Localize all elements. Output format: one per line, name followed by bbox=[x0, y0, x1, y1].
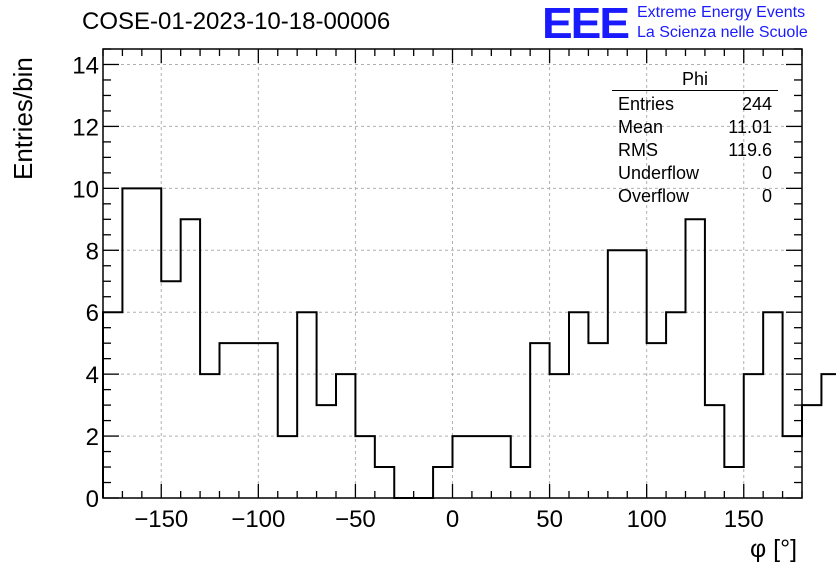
stats-row-entries: Entries 244 bbox=[612, 93, 778, 116]
stats-row-overflow: Overflow 0 bbox=[612, 185, 778, 208]
stats-label: Mean bbox=[618, 117, 664, 137]
x-tick-label: −150 bbox=[134, 506, 188, 533]
x-tick-label: 50 bbox=[536, 506, 563, 533]
stats-label: RMS bbox=[618, 140, 658, 160]
stats-row-underflow: Underflow 0 bbox=[612, 162, 778, 185]
stats-label: Entries bbox=[618, 94, 675, 114]
x-tick-label: 0 bbox=[446, 506, 459, 533]
plot-title: COSE-01-2023-10-18-00006 bbox=[82, 8, 391, 35]
stats-row-rms: RMS 119.6 bbox=[612, 139, 778, 162]
x-axis-label: φ [°] bbox=[750, 535, 798, 563]
y-tick-label: 4 bbox=[86, 362, 99, 389]
stats-label: Overflow bbox=[618, 186, 690, 206]
brand-line-2: La Scienza nelle Scuole bbox=[637, 24, 808, 41]
x-tick-labels: −150 −100 −50 0 50 100 150 bbox=[134, 506, 764, 533]
histogram-outline bbox=[102, 187, 836, 499]
stats-value: 119.6 bbox=[728, 140, 772, 160]
eee-logo: EEE bbox=[542, 0, 630, 48]
axis-ticks bbox=[102, 48, 803, 499]
y-tick-label: 14 bbox=[72, 52, 99, 79]
stats-divider bbox=[612, 90, 778, 91]
y-tick-label: 2 bbox=[86, 424, 99, 451]
y-tick-label: 10 bbox=[72, 176, 99, 203]
y-tick-label: 0 bbox=[86, 486, 99, 513]
stats-value: 11.01 bbox=[728, 117, 772, 137]
stats-row-mean: Mean 11.01 bbox=[612, 116, 778, 139]
y-axis-label: Entries/bin bbox=[8, 57, 38, 180]
x-tick-label: −100 bbox=[231, 506, 285, 533]
y-tick-label: 12 bbox=[72, 114, 99, 141]
stats-box: Phi Entries 244 Mean 11.01 RMS 119.6 Und… bbox=[612, 68, 778, 208]
y-tick-label: 8 bbox=[86, 238, 99, 265]
brand-line-1: Extreme Energy Events bbox=[637, 4, 806, 21]
x-tick-label: −50 bbox=[335, 506, 376, 533]
stats-value: 244 bbox=[741, 94, 772, 114]
x-tick-label: 150 bbox=[724, 506, 764, 533]
stats-value: 0 bbox=[761, 186, 772, 206]
stats-value: 0 bbox=[761, 163, 772, 183]
stats-label: Underflow bbox=[618, 163, 700, 183]
x-tick-label: 100 bbox=[627, 506, 667, 533]
y-tick-label: 6 bbox=[86, 300, 99, 327]
stats-title: Phi bbox=[681, 69, 708, 89]
y-tick-labels: 0 2 4 6 8 10 12 14 bbox=[72, 52, 99, 513]
